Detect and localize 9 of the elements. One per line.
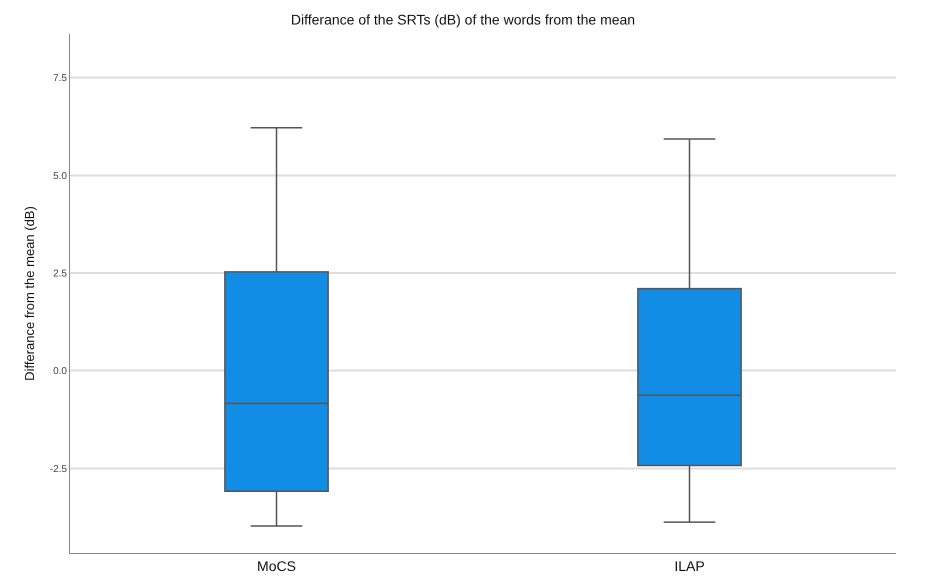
chart-title: Differance of the SRTs (dB) of the words from the mean bbox=[290, 11, 636, 28]
y-axis-title: Differance from the mean (dB) bbox=[22, 206, 37, 381]
y-tick-label: 2.5 bbox=[53, 268, 68, 280]
y-tick-label: 0.0 bbox=[53, 366, 68, 378]
x-tick-label: ILAP bbox=[674, 558, 705, 574]
x-tick-label: MoCS bbox=[257, 558, 296, 574]
y-tick-label: 5.0 bbox=[53, 170, 68, 182]
y-tick-label: -2.5 bbox=[50, 464, 68, 475]
y-tick-label: 7.5 bbox=[53, 73, 68, 84]
